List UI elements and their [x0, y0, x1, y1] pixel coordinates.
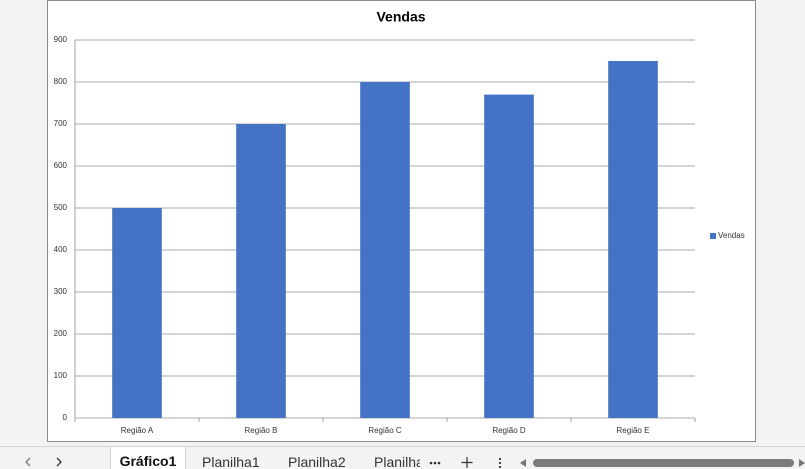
sheet-tab[interactable]: Planilha1: [202, 454, 260, 469]
x-tick-label: Região C: [368, 426, 402, 435]
y-tick-label: 900: [54, 35, 68, 44]
legend-label: Vendas: [718, 231, 745, 240]
x-tick-label: Região B: [245, 426, 278, 435]
sheet-tab-bar: Gráfico1 Planilha1 Planilha2 Planilha: [0, 446, 805, 469]
y-tick-label: 200: [54, 329, 68, 338]
more-sheets[interactable]: [429, 461, 441, 465]
bar: [236, 124, 286, 418]
hscroll-left[interactable]: [520, 459, 526, 467]
y-tick-label: 0: [63, 413, 68, 422]
y-tick-label: 800: [54, 77, 68, 86]
sheet-tab[interactable]: Planilha2: [288, 454, 346, 469]
sheet-tab[interactable]: Planilha: [374, 454, 420, 469]
bar: [112, 208, 162, 418]
hscroll-thumb[interactable]: [533, 459, 794, 467]
x-tick-label: Região E: [617, 426, 650, 435]
scroll-right[interactable]: [56, 457, 62, 467]
new-sheet[interactable]: [461, 457, 473, 468]
bar: [608, 61, 658, 418]
bar: [484, 94, 534, 418]
options[interactable]: [498, 457, 502, 469]
y-tick-label: 500: [54, 203, 68, 212]
chart-title: Vendas: [376, 9, 425, 25]
x-tick-label: Região A: [121, 426, 154, 435]
chart: Vendas 0 100 200 300 400 500 600 700 800 900 Regiã…: [0, 0, 805, 446]
y-tick-label: 100: [54, 371, 68, 380]
y-tick-label: 300: [54, 287, 68, 296]
legend-swatch: [710, 233, 716, 239]
x-tick-label: Região D: [492, 426, 526, 435]
hscroll-right[interactable]: [799, 459, 805, 467]
y-tick-label: 400: [54, 245, 68, 254]
y-tick-label: 700: [54, 119, 68, 128]
sheet-tab[interactable]: Gráfico1: [110, 447, 186, 469]
scroll-left[interactable]: [25, 457, 31, 467]
bar: [360, 82, 410, 418]
y-tick-label: 600: [54, 161, 68, 170]
